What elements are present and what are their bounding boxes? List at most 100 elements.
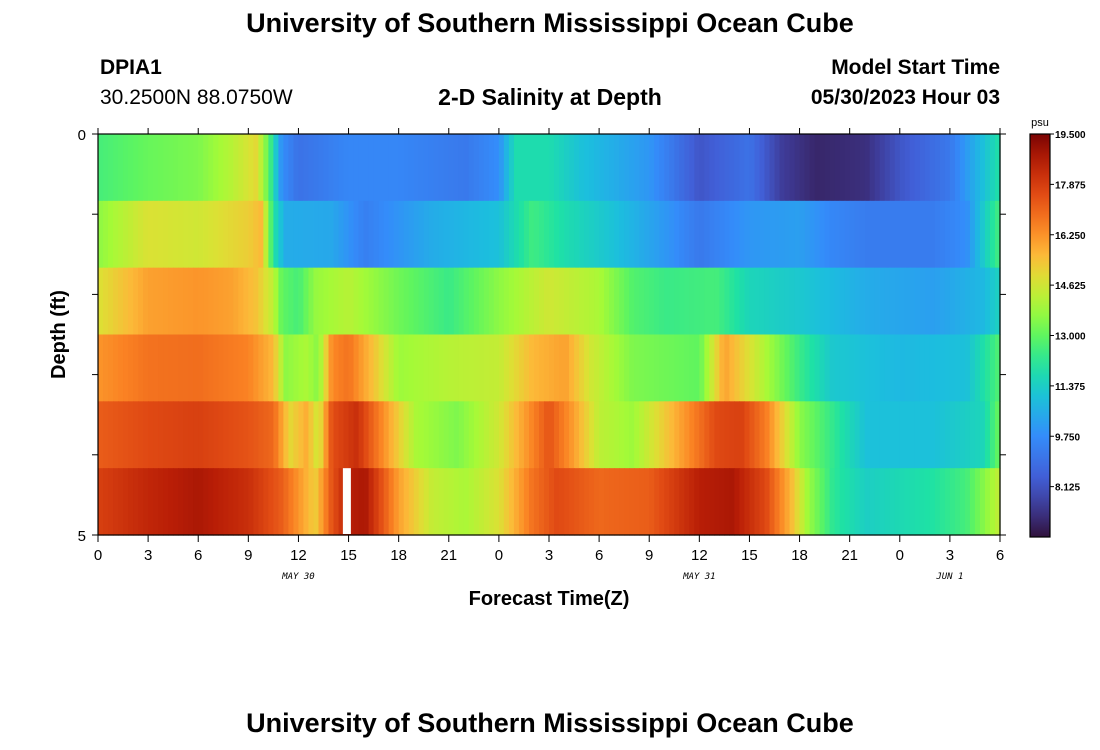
heatmap-cell [609, 267, 615, 336]
heatmap-cell [719, 401, 725, 469]
heatmap-cell [909, 468, 916, 536]
heatmap-cell [929, 134, 936, 202]
heatmap-cell [163, 134, 169, 202]
heatmap-cell [934, 468, 941, 536]
heatmap-cell [218, 401, 224, 469]
heatmap-cell [193, 134, 199, 202]
heatmap-cell [533, 401, 540, 469]
heatmap-cell [123, 200, 129, 269]
heatmap-cell [538, 200, 545, 269]
heatmap-cell [178, 334, 184, 402]
heatmap-cell [599, 200, 605, 269]
heatmap-cell [408, 200, 415, 269]
heatmap-cell [784, 401, 791, 469]
heatmap-cell [629, 267, 635, 336]
heatmap-cell [804, 334, 811, 402]
heatmap-cell [433, 200, 440, 269]
heatmap-cell [423, 134, 430, 202]
heatmap-cell [929, 401, 936, 469]
heatmap-cell [694, 468, 700, 536]
heatmap-cell [869, 468, 876, 536]
heatmap-cell [368, 200, 375, 269]
heatmap-cell [193, 401, 199, 469]
x-tick-label: 21 [440, 547, 457, 564]
heatmap-cell [984, 267, 991, 336]
heatmap-cell [323, 200, 330, 269]
heatmap-cell [604, 401, 610, 469]
heatmap-cell [458, 334, 465, 402]
heatmap-cell [293, 200, 300, 269]
heatmap-cell [283, 468, 290, 536]
heatmap-cell [498, 401, 505, 469]
heatmap-cell [674, 200, 680, 269]
heatmap-cell [453, 468, 460, 536]
heatmap-cell [894, 401, 901, 469]
heatmap-cell [629, 401, 635, 469]
heatmap-cell [378, 468, 385, 536]
heatmap-cell [378, 267, 385, 336]
heatmap-cell [799, 134, 806, 202]
heatmap-cell [734, 267, 741, 336]
heatmap-cell [724, 200, 730, 269]
heatmap-cell [368, 468, 375, 536]
heatmap-cell [804, 401, 811, 469]
heatmap-cell [809, 401, 816, 469]
heatmap-cell [288, 468, 295, 536]
colorbar-unit: psu [1031, 117, 1049, 129]
heatmap-cell [348, 401, 355, 469]
heatmap-cell [664, 401, 670, 469]
heatmap-cell [273, 200, 279, 269]
heatmap-cell [193, 334, 199, 402]
heatmap-cell [178, 468, 184, 536]
heatmap-cell [749, 468, 756, 536]
heatmap-cell [774, 267, 781, 336]
heatmap-cell [483, 134, 490, 202]
heatmap-cell [483, 334, 490, 402]
heatmap-cell [138, 134, 144, 202]
heatmap-cell [543, 267, 550, 336]
heatmap-cell [779, 334, 786, 402]
heatmap-cell [323, 267, 330, 336]
heatmap-cell [769, 200, 776, 269]
heatmap-cell [549, 401, 555, 469]
heatmap-cell [328, 267, 335, 336]
heatmap-cell [729, 468, 736, 536]
heatmap-cell [814, 468, 821, 536]
heatmap-cell [338, 200, 345, 269]
heatmap-cell [924, 468, 931, 536]
heatmap-cell [303, 134, 310, 202]
heatmap-cell [724, 267, 730, 336]
heatmap-cell [513, 134, 520, 202]
heatmap-cell [619, 468, 625, 536]
heatmap-cell [323, 468, 330, 536]
heatmap-cell [599, 134, 605, 202]
heatmap-cell [488, 401, 495, 469]
heatmap-cell [874, 401, 881, 469]
heatmap-cell [634, 401, 640, 469]
heatmap-cell [253, 267, 259, 336]
heatmap-cell [443, 134, 450, 202]
heatmap-cell [564, 267, 570, 336]
heatmap-cell [258, 334, 264, 402]
heatmap-cell [458, 200, 465, 269]
heatmap-cell [899, 334, 906, 402]
heatmap-cell [774, 134, 781, 202]
heatmap-cell [523, 134, 530, 202]
heatmap-cell [368, 267, 375, 336]
heatmap-cell [724, 468, 730, 536]
heatmap-cell [263, 134, 269, 202]
heatmap-cell [368, 401, 375, 469]
heatmap-cell [293, 267, 300, 336]
heatmap-cell [734, 401, 741, 469]
heatmap-cell [944, 334, 951, 402]
heatmap-cell [438, 134, 445, 202]
heatmap-cell [353, 134, 360, 202]
heatmap-cell [909, 134, 916, 202]
heatmap-cell [498, 468, 505, 536]
heatmap-cell [388, 334, 395, 402]
heatmap-cell [809, 200, 816, 269]
heatmap-cell [373, 468, 380, 536]
heatmap-cell [188, 200, 194, 269]
heatmap-cell [463, 200, 470, 269]
heatmap-cell [554, 401, 560, 469]
